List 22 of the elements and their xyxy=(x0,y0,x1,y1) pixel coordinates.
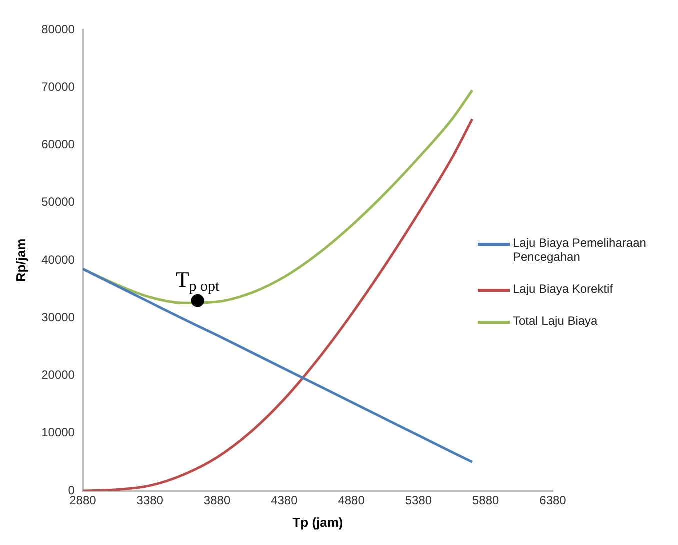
y-tick-label: 20000 xyxy=(42,368,76,382)
x-tick-label: 5380 xyxy=(405,494,432,508)
x-tick-label: 3880 xyxy=(204,494,231,508)
y-tick-label: 10000 xyxy=(42,426,76,440)
legend-label: Total Laju Biaya xyxy=(513,314,598,328)
x-tick-label: 6380 xyxy=(540,494,567,508)
legend-label: Laju Biaya Pemeliharaan Pencegahan xyxy=(513,236,648,264)
y-tick-label: 70000 xyxy=(42,80,76,94)
line-series xyxy=(82,268,474,464)
x-tick-label: 4380 xyxy=(271,494,298,508)
y-axis-title: Rp/jam xyxy=(13,238,28,282)
x-tick-label: 3380 xyxy=(136,494,164,508)
x-axis-title: Tp (jam) xyxy=(292,514,344,530)
line-series xyxy=(82,118,474,491)
x-tick-label: 4880 xyxy=(338,494,366,508)
y-tick-label: 60000 xyxy=(42,138,76,152)
y-tick-label: 80000 xyxy=(42,22,76,36)
y-tick-label: 30000 xyxy=(42,310,76,324)
y-tick-label: 50000 xyxy=(42,195,76,210)
x-tick-label: 5880 xyxy=(472,494,500,508)
legend-label: Laju Biaya Korektif xyxy=(513,282,614,296)
y-tick-label: 40000 xyxy=(42,252,76,267)
